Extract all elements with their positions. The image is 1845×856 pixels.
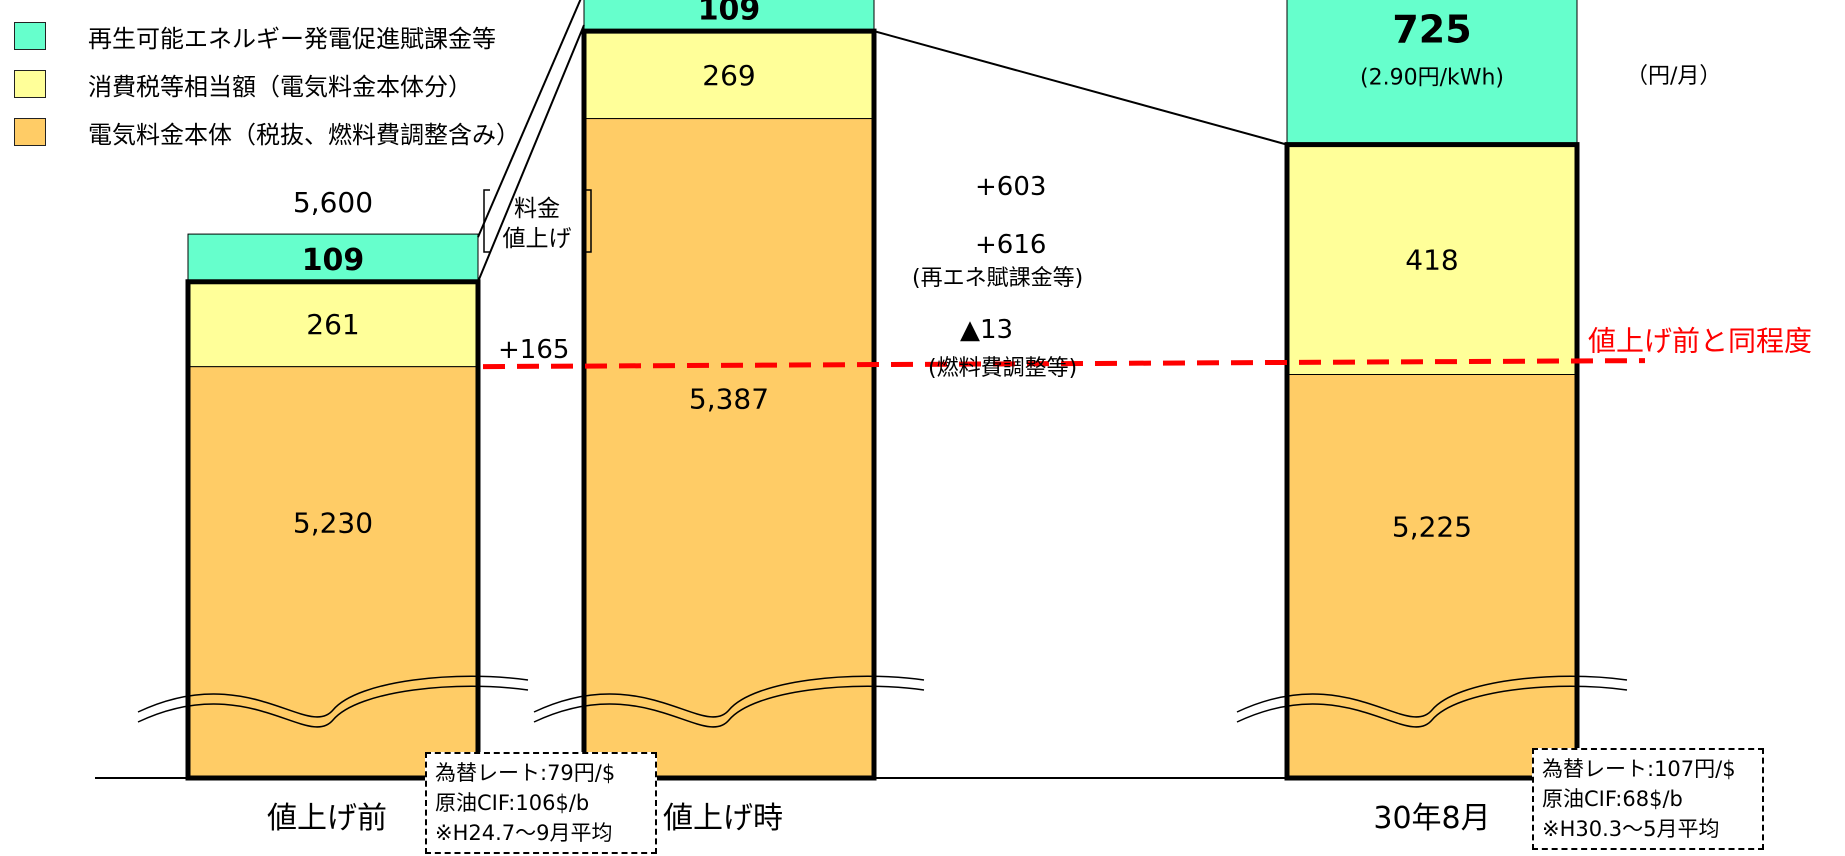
- unit-label: （円/月）: [1626, 64, 1722, 89]
- increase-label-total: +603: [975, 172, 1046, 202]
- data-label-tax-current: 418: [1405, 244, 1458, 277]
- exchange-rate-note-current: 為替レート:107円/$ 原油CIF:68$/b ※H30.3～5月平均: [1532, 748, 1764, 850]
- axis-break-wave: [137, 685, 529, 728]
- legend-swatch-base: [14, 118, 46, 146]
- connector-line-total-hike: [477, 0, 582, 238]
- note-line: ※H30.3～5月平均: [1542, 817, 1720, 841]
- note-line: 為替レート:79円/$: [435, 761, 616, 785]
- bar-segment-base-hike: [583, 118, 875, 779]
- bar-outline-before: [185, 279, 481, 781]
- increase-label-renewable: +616: [975, 230, 1046, 260]
- legend-label-tax: 消費税等相当額（電気料金本体分）: [88, 72, 472, 101]
- bar-segment-tax-hike: [583, 30, 875, 120]
- reference-line-label: 値上げ前と同程度: [1588, 325, 1812, 358]
- data-label-base-hike: 5,387: [689, 382, 769, 415]
- bracket-right: [585, 189, 592, 253]
- bar-segment-renewable-current: [1286, 0, 1578, 146]
- legend-swatch-tax: [14, 70, 46, 98]
- decrease-label-fuel: ▲13: [960, 315, 1013, 345]
- reference-line-same-level: [482, 358, 1646, 370]
- note-line: 原油CIF:106$/b: [435, 791, 590, 815]
- bar-segment-base-before: [187, 366, 479, 779]
- legend-label-base: 電気料金本体（税抜、燃料費調整含み）: [88, 120, 520, 149]
- bar-segment-base-current: [1286, 374, 1578, 779]
- price-hike-label-line2: 値上げ: [503, 226, 572, 252]
- connector-line-tax-current: [873, 30, 1288, 146]
- total-label-before: 5,600: [293, 186, 373, 219]
- price-hike-label-line1: 料金: [514, 196, 560, 222]
- legend: 再生可能エネルギー発電促進賦課金等 消費税等相当額（電気料金本体分） 電気料金本…: [14, 12, 520, 156]
- legend-item-tax: 消費税等相当額（電気料金本体分）: [14, 60, 520, 108]
- category-label-hike: 値上げ時: [663, 801, 783, 836]
- data-label-renewable-hike: 109: [698, 0, 761, 27]
- axis-break-wave: [1236, 675, 1628, 718]
- axis-break-wave: [533, 685, 925, 728]
- legend-label-renewable: 再生可能エネルギー発電促進賦課金等: [88, 24, 496, 53]
- axis-break-wave: [1236, 685, 1628, 728]
- note-line: ※H24.7～9月平均: [435, 821, 613, 845]
- bar-outline-hike: [581, 28, 877, 781]
- note-line: 為替レート:107円/$: [1542, 757, 1736, 781]
- bar-segment-tax-before: [187, 281, 479, 368]
- exchange-rate-note-before: 為替レート:79円/$ 原油CIF:106$/b ※H24.7～9月平均: [425, 752, 657, 854]
- category-label-before: 値上げ前: [267, 801, 387, 836]
- axis-break-wave: [137, 675, 529, 718]
- increase-note-renewable: (再エネ賦課金等): [912, 266, 1083, 291]
- data-label-renewable-current: 725: [1392, 7, 1471, 51]
- note-line: 原油CIF:68$/b: [1542, 787, 1683, 811]
- data-label-renewable-before: 109: [302, 243, 365, 278]
- renewable-rate-label: (2.90円/kWh): [1360, 65, 1504, 90]
- category-label-current: 30年8月: [1373, 801, 1490, 836]
- data-label-tax-hike: 269: [702, 59, 755, 92]
- bar-outline-current: [1284, 142, 1580, 781]
- legend-item-base: 電気料金本体（税抜、燃料費調整含み）: [14, 108, 520, 156]
- connector-line-tax-hike: [477, 24, 585, 283]
- data-label-tax-before: 261: [306, 308, 359, 341]
- increase-label-hike: +165: [498, 335, 569, 365]
- legend-item-renewable: 再生可能エネルギー発電促進賦課金等: [14, 12, 520, 60]
- legend-swatch-renewable: [14, 22, 46, 50]
- axis-break-wave: [533, 675, 925, 718]
- data-label-base-current: 5,225: [1392, 510, 1472, 543]
- data-label-base-before: 5,230: [293, 506, 373, 539]
- bracket-left: [483, 189, 490, 253]
- decrease-note-fuel: (燃料費調整等): [928, 356, 1077, 381]
